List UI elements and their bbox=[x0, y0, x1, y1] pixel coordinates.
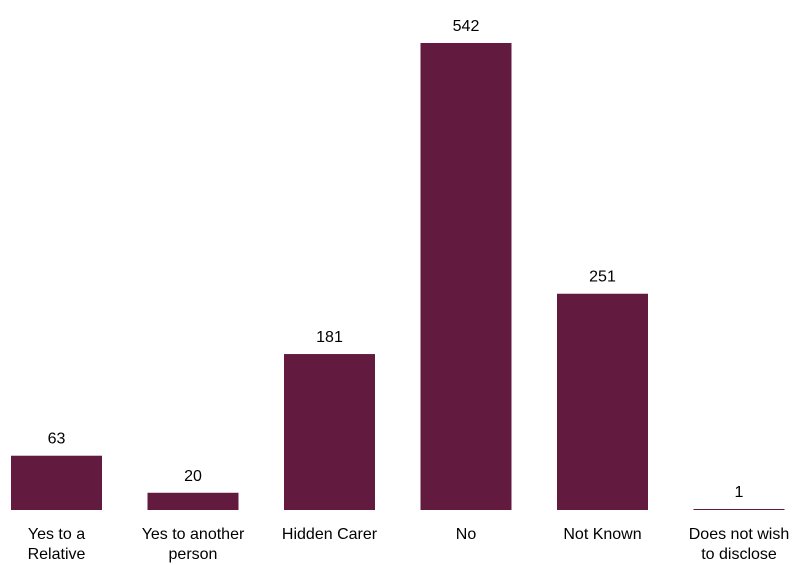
bar-5 bbox=[693, 509, 785, 510]
bar-3 bbox=[420, 43, 512, 510]
value-label-0: 63 bbox=[48, 431, 66, 448]
category-label-1-line-1: person bbox=[169, 546, 218, 563]
category-label-2: Hidden Carer bbox=[282, 526, 378, 543]
category-label-5-line-0: Does not wish bbox=[689, 526, 790, 543]
value-label-4: 251 bbox=[589, 269, 616, 286]
value-label-2: 181 bbox=[316, 329, 343, 346]
value-label-1: 20 bbox=[184, 468, 202, 485]
category-label-1: Yes to another person bbox=[142, 526, 245, 563]
bars-group bbox=[11, 43, 785, 510]
bar-1 bbox=[147, 492, 239, 510]
category-label-0: Yes to a Relative bbox=[28, 526, 86, 563]
value-label-5: 1 bbox=[735, 484, 744, 501]
category-label-1-line-0: Yes to another bbox=[142, 526, 245, 543]
category-label-0-line-0: Yes to a bbox=[28, 526, 85, 543]
category-label-0-line-1: Relative bbox=[28, 546, 86, 563]
category-label-3: No bbox=[456, 526, 477, 543]
category-label-4-line-0: Not Known bbox=[563, 526, 641, 543]
category-label-2-line-0: Hidden Carer bbox=[282, 526, 378, 543]
category-labels-group: Yes to a Relative Yes to another person Hidd… bbox=[28, 526, 790, 563]
bar-2 bbox=[284, 354, 375, 510]
bar-4 bbox=[557, 293, 648, 510]
category-label-5: Does not wish to disclose bbox=[689, 526, 790, 563]
bar-0 bbox=[11, 455, 102, 510]
category-label-5-line-1: to disclose bbox=[701, 546, 777, 563]
value-label-3: 542 bbox=[453, 18, 480, 35]
category-label-4: Not Known bbox=[563, 526, 641, 543]
value-labels-group: 63 20 181 542 251 1 bbox=[48, 18, 744, 501]
category-label-3-line-0: No bbox=[456, 526, 477, 543]
